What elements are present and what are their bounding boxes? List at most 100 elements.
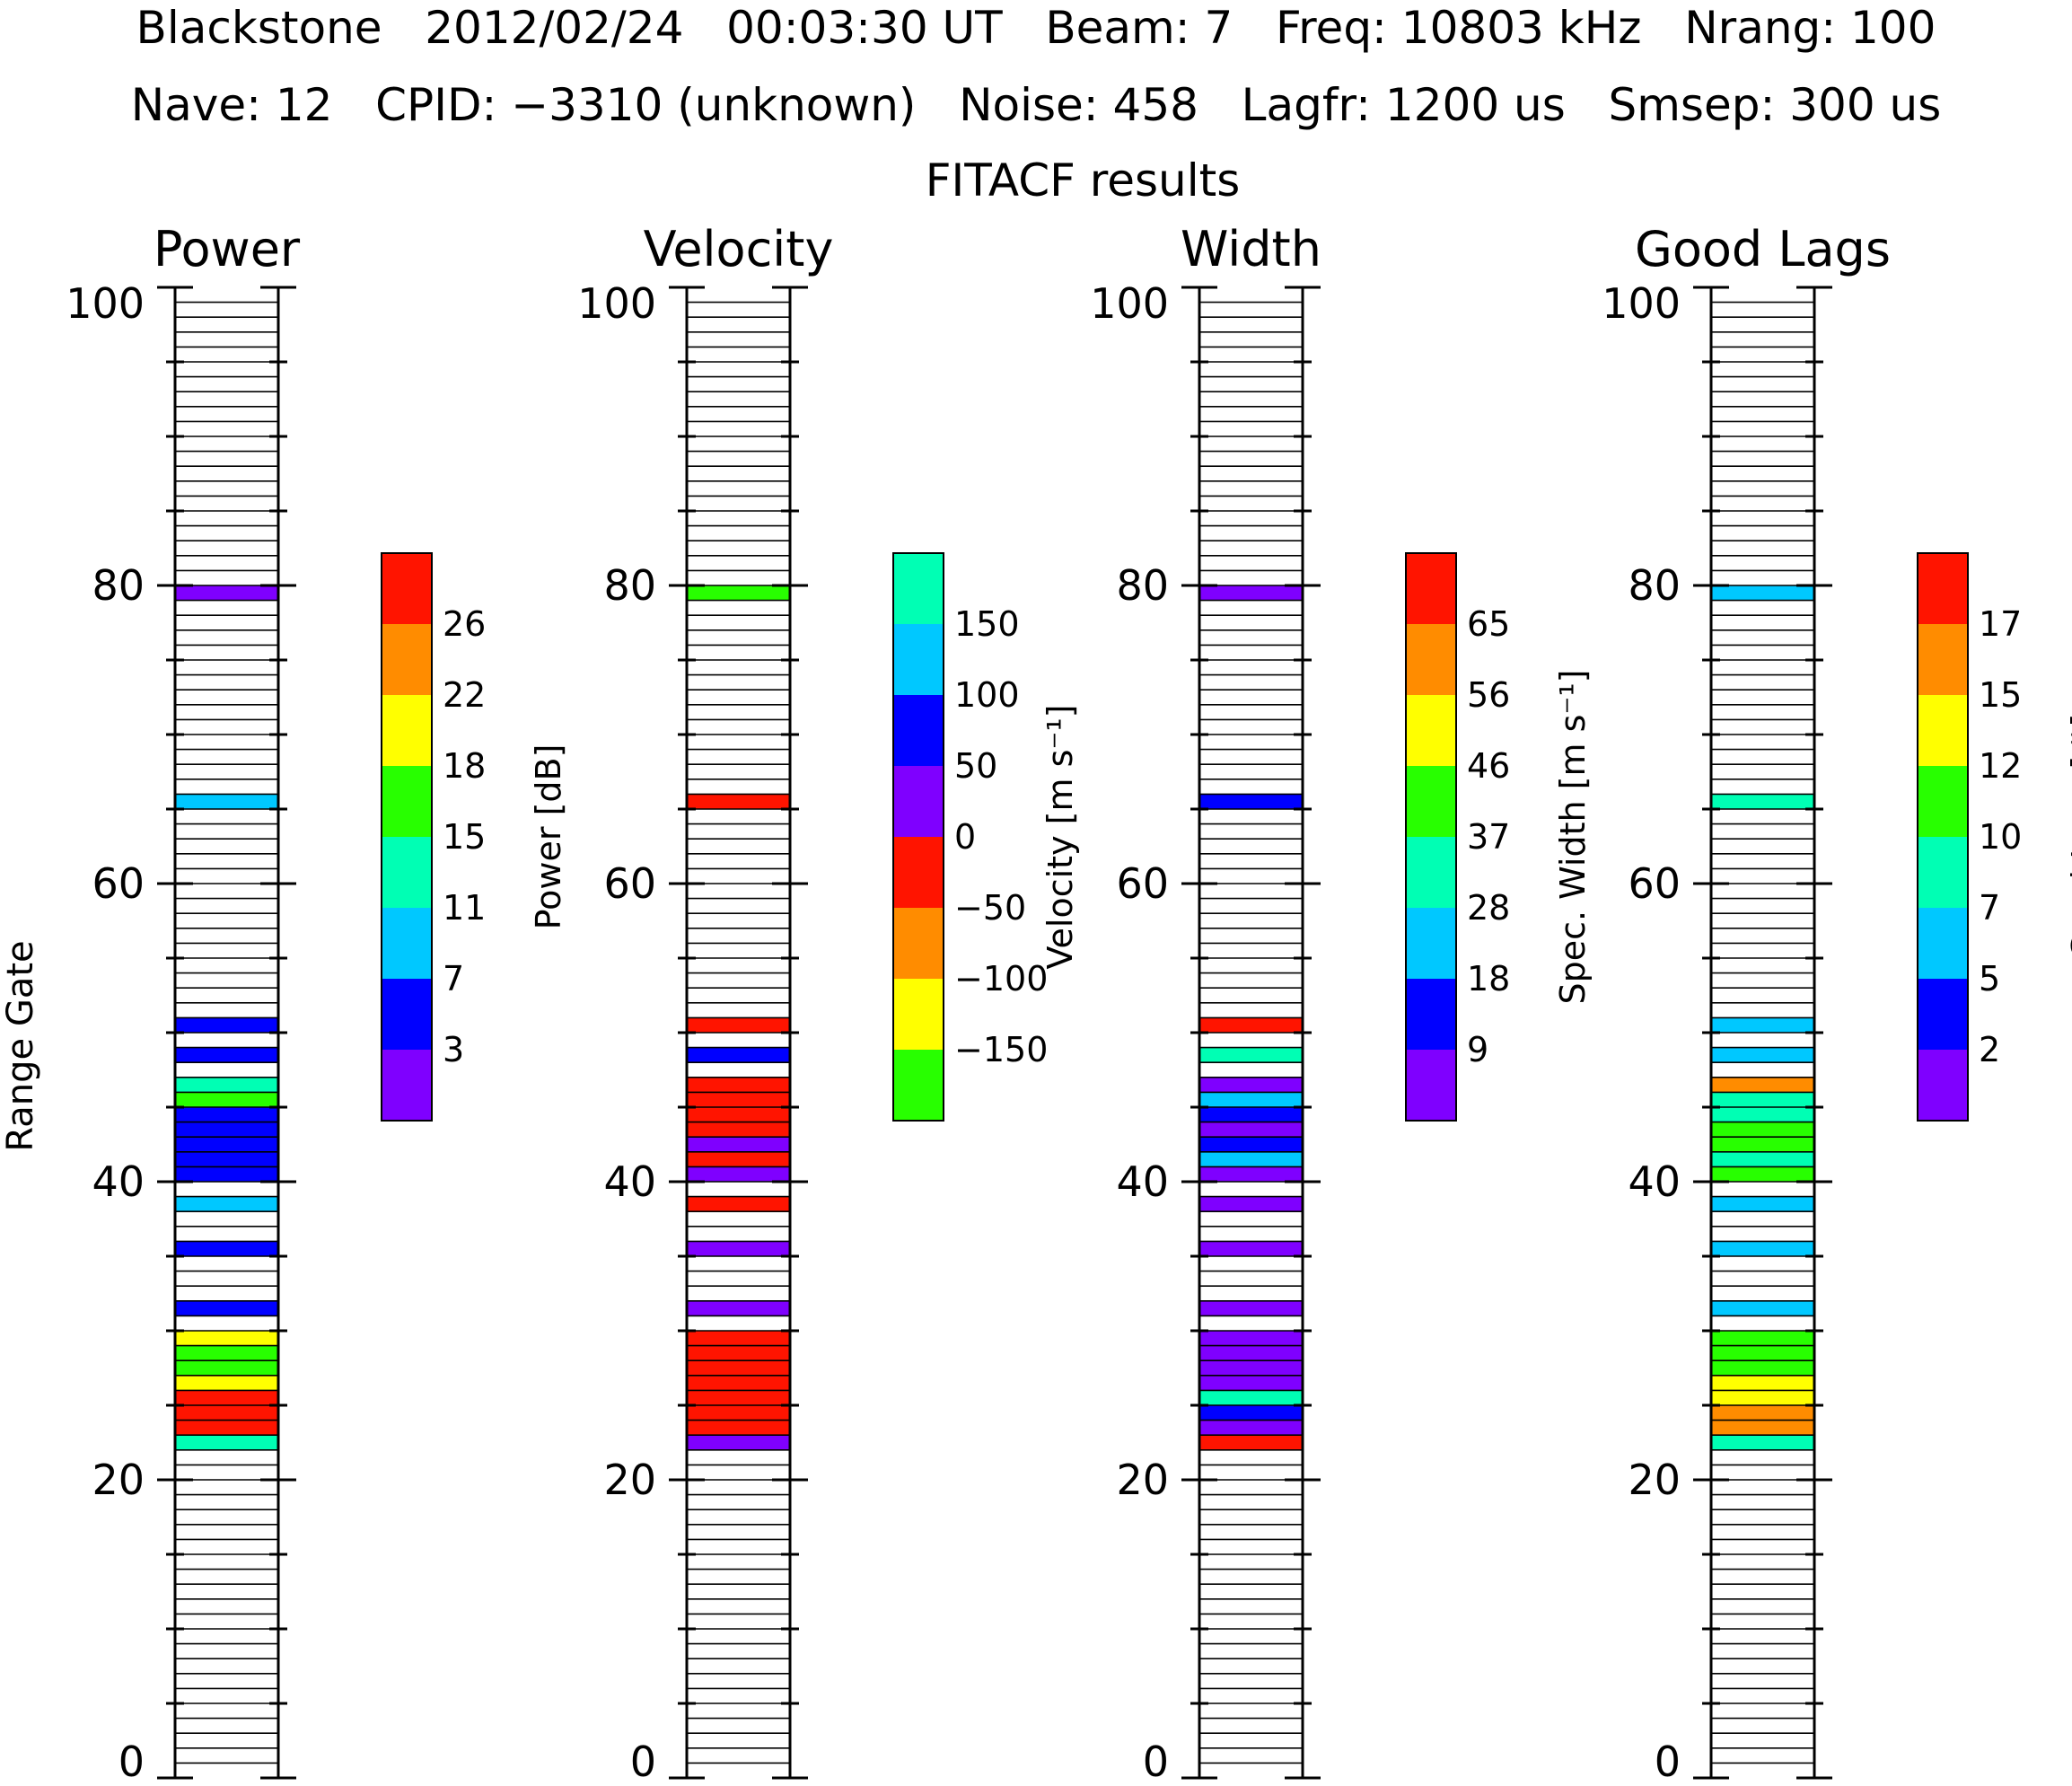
colorbar-tick-label: 15 <box>1979 675 2022 715</box>
gate-cell <box>175 794 278 809</box>
y-tick-label: 60 <box>1628 859 1681 908</box>
gate-cell <box>1711 1196 1814 1212</box>
colorbar-frame <box>892 552 944 1122</box>
gate-cell <box>687 1017 790 1033</box>
gate-cell <box>175 1107 278 1122</box>
y-tick-label: 80 <box>92 561 145 610</box>
gate-cell <box>687 1107 790 1122</box>
gate-cell <box>1199 1375 1303 1391</box>
gate-cell <box>1711 1331 1814 1346</box>
y-tick-label: 0 <box>630 1738 656 1782</box>
gate-cell <box>1711 1017 1814 1033</box>
gate-cell <box>1199 1077 1303 1093</box>
colorbar-segment <box>893 908 944 979</box>
gate-cell <box>175 1375 278 1391</box>
gate-cell <box>175 1300 278 1316</box>
colorbar: 9 18 28 37 46 56 65 Spec. Width [m s⁻¹] <box>1405 552 1593 1122</box>
gate-cell <box>1199 1390 1303 1405</box>
gate-cell <box>1711 794 1814 809</box>
colorbar-segment <box>893 1050 944 1121</box>
gate-cell <box>175 1137 278 1152</box>
panel-1: Velocity 0 20 40 60 80 100 −150 −100 −50 0 50 100 150… <box>577 221 1080 1786</box>
colorbar-tick-label: 18 <box>443 746 486 786</box>
gate-cell <box>175 1360 278 1376</box>
gate-cell <box>1711 1435 1814 1450</box>
colorbar-segment <box>1406 1050 1456 1121</box>
colorbar-segment <box>1918 1050 1968 1121</box>
gate-cell <box>175 1241 278 1256</box>
colorbar-segment <box>382 624 432 695</box>
y-tick-label: 20 <box>603 1456 656 1504</box>
colorbar-segment <box>382 1050 432 1121</box>
gate-cell <box>1711 1375 1814 1391</box>
gate-cell <box>1711 585 1814 601</box>
y-tick-label: 20 <box>1628 1456 1681 1504</box>
gate-cell <box>1711 1077 1814 1093</box>
gate-cell <box>1711 1047 1814 1063</box>
gate-cell <box>1711 1137 1814 1152</box>
colorbar-segment <box>893 837 944 908</box>
colorbar-segment <box>1918 695 1968 766</box>
gate-cell <box>175 1017 278 1033</box>
gate-cell <box>1199 1300 1303 1316</box>
colorbar-segment <box>382 908 432 979</box>
gate-cell <box>1199 1151 1303 1167</box>
colorbar-tick-label: 0 <box>954 817 976 857</box>
colorbar-frame <box>1917 552 1969 1122</box>
plot-subtitle: FITACF results <box>926 154 1241 207</box>
gate-cell <box>1199 1107 1303 1122</box>
gate-cell <box>175 1077 278 1093</box>
y-tick-label: 60 <box>92 859 145 908</box>
gate-cell <box>1711 1390 1814 1405</box>
y-tick-label: 100 <box>577 279 656 328</box>
colorbar: −150 −100 −50 0 50 100 150 Velocity [m s⁻¹] <box>892 552 1080 1122</box>
gate-cell <box>175 1166 278 1182</box>
gate-cell <box>175 1405 278 1421</box>
colorbar-segment <box>893 624 944 695</box>
y-tick-label: 100 <box>1602 279 1681 328</box>
colorbar-segment <box>893 979 944 1050</box>
colorbar-segment <box>1406 766 1456 837</box>
gate-cell <box>1199 1122 1303 1138</box>
gate-cell <box>687 1241 790 1256</box>
gate-cell <box>175 1151 278 1167</box>
colorbar-tick-label: 22 <box>443 675 486 715</box>
gate-cell <box>175 1420 278 1436</box>
y-tick-label: 40 <box>603 1157 656 1206</box>
colorbar-tick-label: 17 <box>1979 604 2022 644</box>
colorbar-tick-label: −50 <box>954 888 1026 928</box>
gate-cell <box>687 1300 790 1316</box>
gate-cell <box>175 1196 278 1212</box>
gate-cell <box>1711 1166 1814 1182</box>
y-tick-label: 80 <box>1116 561 1169 610</box>
colorbar-tick-label: 46 <box>1467 746 1510 786</box>
gate-cell <box>687 1122 790 1138</box>
gate-cell <box>1199 1017 1303 1033</box>
gate-cell <box>1711 1151 1814 1167</box>
y-tick-label: 60 <box>1116 859 1169 908</box>
gate-cell <box>687 1196 790 1212</box>
colorbar-segment <box>893 766 944 837</box>
colorbar-tick-label: 10 <box>1979 817 2022 857</box>
colorbar-tick-label: 65 <box>1467 604 1510 644</box>
colorbar-tick-label: 11 <box>443 888 486 928</box>
colorbar-segment <box>1918 908 1968 979</box>
gate-cell <box>1199 1047 1303 1063</box>
y-tick-label: 0 <box>1655 1738 1681 1782</box>
colorbar-tick-label: 2 <box>1979 1030 2000 1069</box>
y-tick-label: 0 <box>119 1738 145 1782</box>
colorbar-tick-label: 56 <box>1467 675 1510 715</box>
colorbar-frame <box>381 552 433 1122</box>
colorbar-segment <box>893 553 944 624</box>
colorbar-segment <box>382 553 432 624</box>
gate-cell <box>687 1092 790 1107</box>
colorbar-segment <box>1406 837 1456 908</box>
colorbar-tick-label: 5 <box>1979 959 2000 999</box>
gate-cell <box>1711 1300 1814 1316</box>
colorbar-tick-label: −100 <box>954 959 1048 999</box>
panel-2: Width 0 20 40 60 80 100 9 18 28 37 46 56 65 Spec. Widt… <box>1090 221 1593 1786</box>
gate-cell <box>687 1375 790 1391</box>
colorbar-segment <box>1406 553 1456 624</box>
